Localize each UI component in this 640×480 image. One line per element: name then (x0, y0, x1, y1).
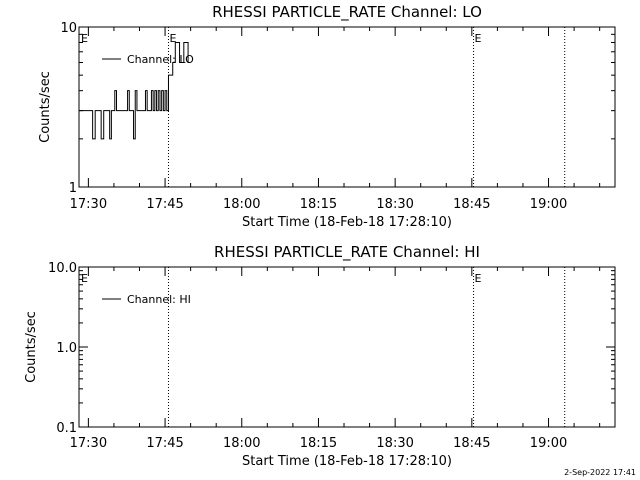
panel-1-y-tick-label: 1 (69, 181, 77, 196)
panel-2-y-tick-label: 1.0 (56, 341, 77, 356)
panel-2-x-tick-label: 18:00 (223, 436, 260, 451)
panel-1-corner-label: E (81, 32, 88, 45)
panel-1-event-marker-label: E (169, 32, 176, 45)
panel-2-x-axis-label: Start Time (18-Feb-18 17:28:10) (242, 454, 452, 469)
panel-2-title: RHESSI PARTICLE_RATE Channel: HI (214, 243, 480, 262)
panel-2-y-axis-label: Counts/sec (24, 311, 39, 383)
panel-1-x-tick-label: 17:45 (146, 197, 183, 212)
panel-2-corner-label: E (81, 272, 88, 285)
panel-2-x-tick-label: 18:45 (453, 436, 490, 451)
panel-2-x-tick-label: 17:30 (70, 436, 107, 451)
panel-1-legend-label: Channel: LO (127, 53, 194, 66)
panel-2-x-tick-label: 19:00 (530, 436, 567, 451)
panel-2-x-tick-label: 18:15 (300, 436, 337, 451)
panel-1-x-tick-label: 17:30 (70, 197, 107, 212)
panel-1-y-tick-label: 10 (60, 21, 77, 36)
panel-1-y-axis-label: Counts/sec (38, 71, 53, 143)
footer-timestamp: 2-Sep-2022 17:41 (564, 468, 636, 477)
panel-2-y-tick-label: 10.0 (48, 261, 77, 276)
panel-1-x-tick-label: 18:30 (376, 197, 413, 212)
panel-2-plot-frame (78, 266, 616, 428)
panel-1-title: RHESSI PARTICLE_RATE Channel: LO (212, 3, 482, 22)
panel-1-x-tick-label: 18:15 (300, 197, 337, 212)
panel-1-plot-frame (78, 26, 616, 188)
panel-1-series-line (79, 42, 190, 140)
panel-2-event-marker-label: E (475, 272, 482, 285)
panel-1-x-tick-label: 18:00 (223, 197, 260, 212)
panel-1-x-tick-label: 19:00 (530, 197, 567, 212)
panel-2-x-tick-label: 18:30 (376, 436, 413, 451)
panel-1-event-marker-label: E (475, 32, 482, 45)
panel-2-legend-label: Channel: HI (127, 293, 191, 306)
panel-1-x-axis-label: Start Time (18-Feb-18 17:28:10) (242, 215, 452, 230)
panel-2-x-tick-label: 17:45 (146, 436, 183, 451)
panel-2-y-tick-label: 0.1 (56, 421, 77, 436)
panel-1-x-tick-label: 18:45 (453, 197, 490, 212)
